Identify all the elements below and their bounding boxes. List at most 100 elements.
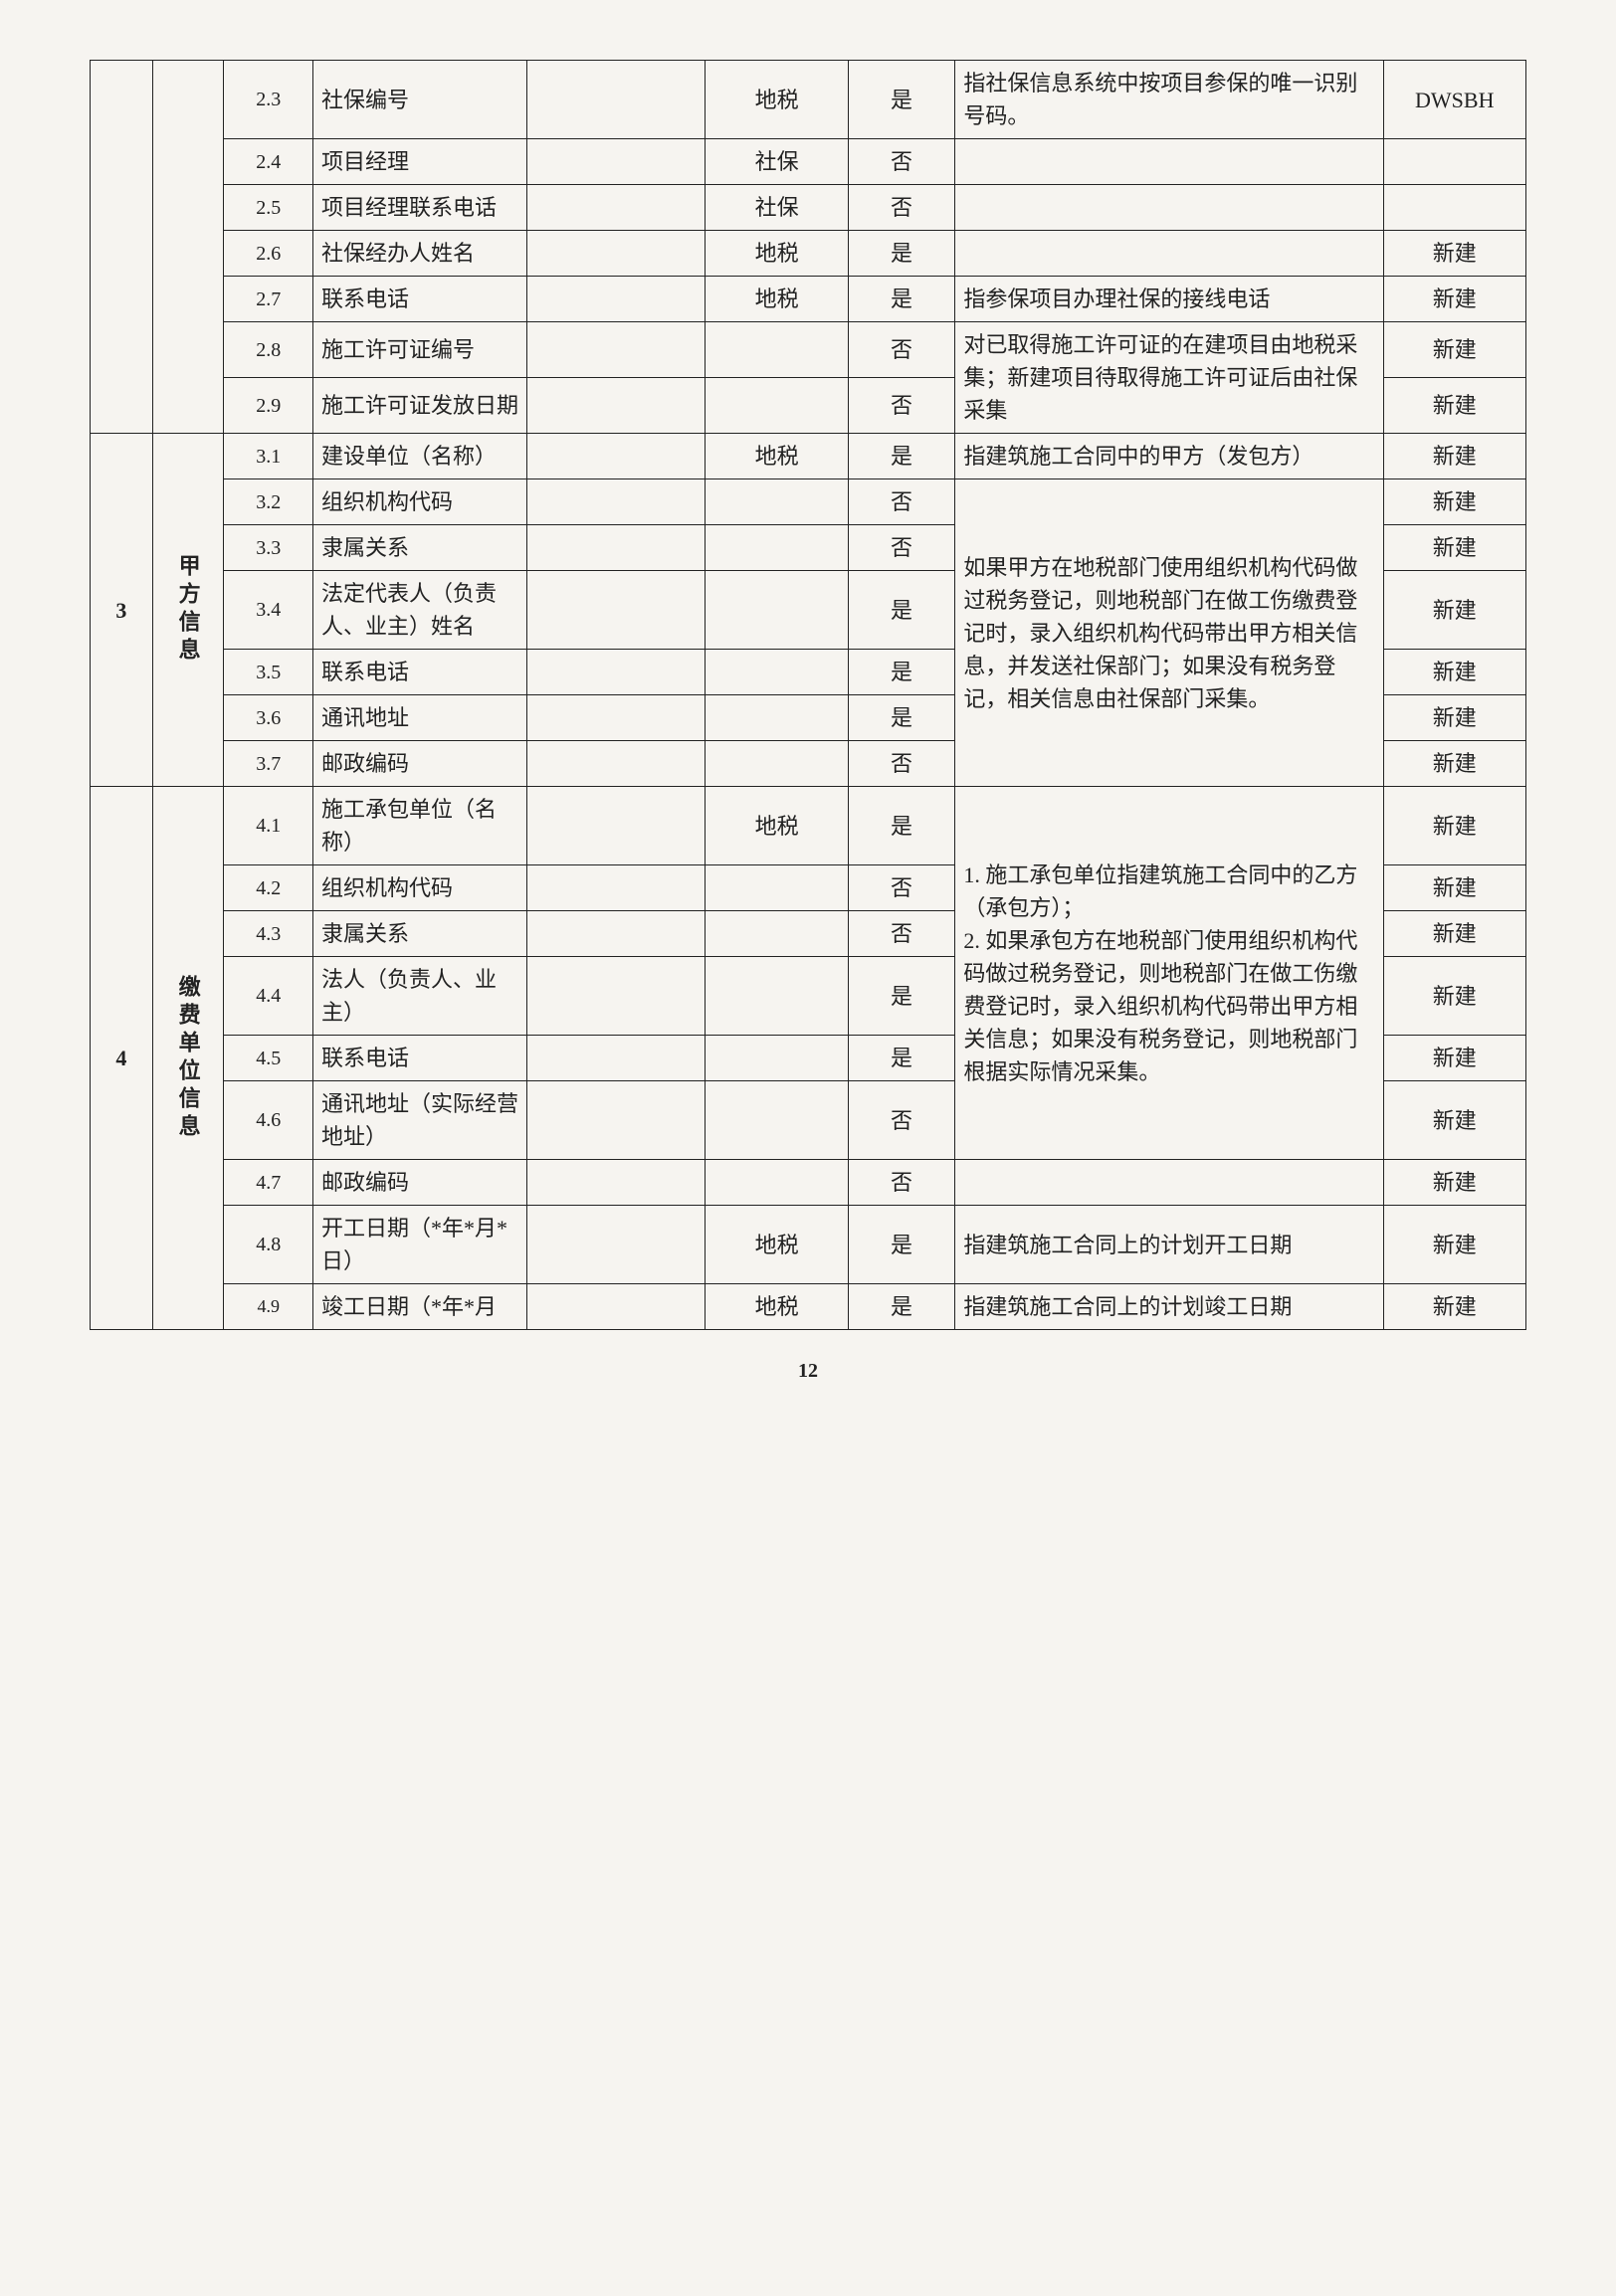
cell-name: 隶属关系	[313, 525, 527, 571]
cell	[706, 1036, 848, 1081]
cell-name: 项目经理联系电话	[313, 185, 527, 231]
data-table: 2.3 社保编号 地税 是 指社保信息系统中按项目参保的唯一识别号码。 DWSB…	[90, 60, 1526, 1330]
cell: 否	[848, 378, 955, 434]
cell: 是	[848, 695, 955, 741]
cell	[527, 231, 706, 277]
cell-desc: 1. 施工承包单位指建筑施工合同中的乙方（承包方）； 2. 如果承包方在地税部门…	[955, 787, 1383, 1160]
cell: 否	[848, 185, 955, 231]
cell: 地税	[706, 277, 848, 322]
cell-num: 2.8	[224, 322, 313, 378]
cell: 是	[848, 1036, 955, 1081]
cell: 新建	[1383, 741, 1525, 787]
cell-num: 3.3	[224, 525, 313, 571]
cell: 新建	[1383, 695, 1525, 741]
cell	[527, 787, 706, 865]
cell: 地税	[706, 1206, 848, 1284]
cell	[527, 741, 706, 787]
cell: 是	[848, 231, 955, 277]
cell-num: 2.7	[224, 277, 313, 322]
cell-num: 3.1	[224, 434, 313, 479]
cell	[706, 957, 848, 1036]
cell-name: 法人（负责人、业主）	[313, 957, 527, 1036]
cell: 新建	[1383, 479, 1525, 525]
cell: 社保	[706, 139, 848, 185]
cell-name: 施工承包单位（名称）	[313, 787, 527, 865]
cell-num: 3.2	[224, 479, 313, 525]
cell-name: 通讯地址	[313, 695, 527, 741]
cell	[706, 1081, 848, 1160]
cell: 新建	[1383, 277, 1525, 322]
cell-num: 3.4	[224, 571, 313, 650]
cell	[527, 479, 706, 525]
cell	[706, 378, 848, 434]
cell: 是	[848, 787, 955, 865]
cell	[527, 434, 706, 479]
cell: 是	[848, 1284, 955, 1330]
cell	[1383, 185, 1525, 231]
cell-name: 社保编号	[313, 61, 527, 139]
cell: 新建	[1383, 1284, 1525, 1330]
cell-num: 4.1	[224, 787, 313, 865]
page-number: 12	[90, 1360, 1526, 1383]
cell-num: 2.6	[224, 231, 313, 277]
cell-num: 4.3	[224, 911, 313, 957]
cell: 新建	[1383, 787, 1525, 865]
table-row: 3.2 组织机构代码 否 如果甲方在地税部门使用组织机构代码做过税务登记，则地税…	[91, 479, 1526, 525]
cell: 否	[848, 1081, 955, 1160]
cell-name: 施工许可证编号	[313, 322, 527, 378]
cell-num: 2.5	[224, 185, 313, 231]
cell-desc: 指社保信息系统中按项目参保的唯一识别号码。	[955, 61, 1383, 139]
cell	[527, 1036, 706, 1081]
cell	[706, 865, 848, 911]
cell: 新建	[1383, 1036, 1525, 1081]
cell-name: 社保经办人姓名	[313, 231, 527, 277]
cell-desc: 指建筑施工合同上的计划竣工日期	[955, 1284, 1383, 1330]
cell	[527, 185, 706, 231]
section-label: 甲方信息	[152, 434, 224, 787]
cell: 是	[848, 571, 955, 650]
cell-desc	[955, 1160, 1383, 1206]
table-row: 4.9 竣工日期（*年*月 地税 是 指建筑施工合同上的计划竣工日期 新建	[91, 1284, 1526, 1330]
cell-desc	[955, 139, 1383, 185]
cell-desc: 指建筑施工合同中的甲方（发包方）	[955, 434, 1383, 479]
cell: 否	[848, 865, 955, 911]
cell-desc: 如果甲方在地税部门使用组织机构代码做过税务登记，则地税部门在做工伤缴费登记时，录…	[955, 479, 1383, 787]
cell-num: 2.4	[224, 139, 313, 185]
cell-num: 4.5	[224, 1036, 313, 1081]
cell	[527, 1206, 706, 1284]
table-row: 2.6 社保经办人姓名 地税 是 新建	[91, 231, 1526, 277]
cell-desc	[955, 231, 1383, 277]
cell	[527, 277, 706, 322]
cell	[527, 650, 706, 695]
cell	[1383, 139, 1525, 185]
cell-num: 3.6	[224, 695, 313, 741]
cell-name: 通讯地址（实际经营地址）	[313, 1081, 527, 1160]
table-row: 2.3 社保编号 地税 是 指社保信息系统中按项目参保的唯一识别号码。 DWSB…	[91, 61, 1526, 139]
cell: 否	[848, 139, 955, 185]
cell: 新建	[1383, 322, 1525, 378]
cell: 地税	[706, 434, 848, 479]
table-row: 2.5 项目经理联系电话 社保 否	[91, 185, 1526, 231]
cell: 是	[848, 957, 955, 1036]
table-body: 2.3 社保编号 地税 是 指社保信息系统中按项目参保的唯一识别号码。 DWSB…	[91, 61, 1526, 1330]
cell: 是	[848, 1206, 955, 1284]
cell: 是	[848, 650, 955, 695]
cell: 新建	[1383, 650, 1525, 695]
cell: 是	[848, 277, 955, 322]
cell: 否	[848, 322, 955, 378]
cell-desc: 指参保项目办理社保的接线电话	[955, 277, 1383, 322]
cell: 新建	[1383, 1160, 1525, 1206]
cell	[706, 741, 848, 787]
table-row: 4 缴费单位信息 4.1 施工承包单位（名称） 地税 是 1. 施工承包单位指建…	[91, 787, 1526, 865]
cell	[527, 61, 706, 139]
cell-name: 组织机构代码	[313, 865, 527, 911]
cell-num: 4.9	[224, 1284, 313, 1330]
cell-name: 邮政编码	[313, 741, 527, 787]
table-row: 4.7 邮政编码 否 新建	[91, 1160, 1526, 1206]
cell	[527, 378, 706, 434]
cell-num: 3.7	[224, 741, 313, 787]
cell: 地税	[706, 61, 848, 139]
cell	[91, 61, 153, 434]
cell: 是	[848, 61, 955, 139]
cell: 地税	[706, 231, 848, 277]
